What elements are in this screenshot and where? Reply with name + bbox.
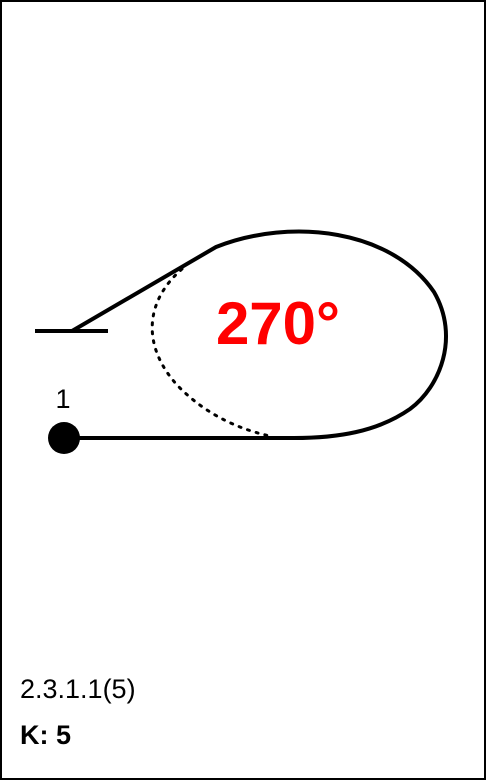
start-point-label: 1: [55, 384, 70, 414]
rotation-angle-label: 270°: [216, 290, 340, 357]
k-factor: K: 5: [20, 720, 72, 750]
flight-path: [64, 229, 448, 440]
start-point-dot: [48, 422, 80, 454]
figure-code: 2.3.1.1(5): [20, 674, 136, 704]
angle-arc: [150, 267, 272, 438]
